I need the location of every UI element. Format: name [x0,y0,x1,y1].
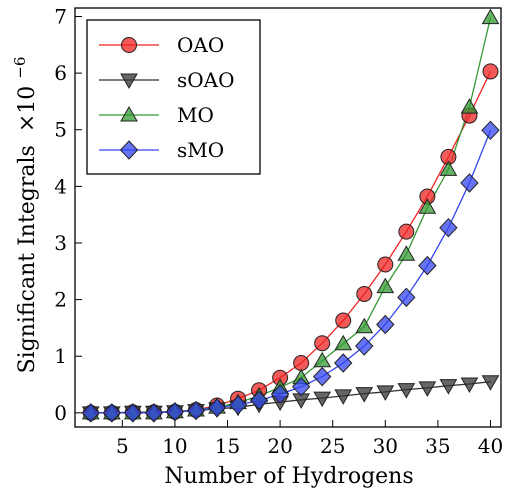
y-tick-label: 6 [54,61,67,85]
y-tick-label: 3 [54,231,67,255]
data-point-smo [460,173,479,193]
data-point-smo [418,255,437,276]
data-point-oao [377,256,394,273]
data-point-smo [165,401,185,422]
data-point-smo [123,403,143,423]
y-tick-label: 4 [54,174,67,198]
data-point-mo [397,245,416,261]
x-tick-label: 40 [478,434,503,458]
y-tick-label: 5 [54,118,67,142]
data-point-smo [312,366,332,387]
data-point-smo [228,395,248,415]
data-point-soao [439,379,458,395]
plot-area: 5 10 15 20 25 30 35 40 0 1 2 3 4 5 6 7 [54,4,503,458]
y-tick-label: 1 [54,344,67,368]
axes-frame [74,7,502,428]
legend-label-oao: OAO [177,33,224,57]
data-point-soao [334,389,353,405]
data-point-mo [313,351,332,368]
y-axis-exponent: −6 [11,57,29,79]
data-point-mo [334,334,353,351]
x-tick-label: 20 [267,434,292,458]
x-axis-label: Number of Hydrogens [164,464,413,489]
legend-frame [86,19,261,175]
legend-marker-soao [120,73,138,90]
data-point-smo [334,353,353,373]
data-point-smo [376,314,395,335]
data-point-oao [482,63,499,80]
x-tick-label: 25 [320,434,345,458]
legend-marker-oao [121,37,137,53]
x-tick-label: 15 [215,434,240,458]
data-point-mo [376,277,395,294]
data-point-oao [314,335,331,352]
data-point-smo [186,400,206,421]
data-point-smo [270,384,290,404]
data-point-mo [460,98,479,114]
x-tick-label: 30 [373,434,398,458]
legend-label-smo: sMO [177,138,224,162]
y-tick-label: 7 [54,4,67,28]
data-point-mo [418,198,437,214]
y-axis-label-text: Significant Integrals [15,145,40,373]
legend-marker-mo [120,105,138,122]
legend-label-mo: MO [177,103,214,127]
data-point-soao [376,385,395,401]
data-point-oao [356,285,373,302]
data-point-smo [481,120,500,141]
data-point-smo [81,403,100,423]
data-point-smo [355,336,374,356]
data-point-mo [481,8,500,25]
y-tick-label: 2 [54,288,67,312]
data-point-soao [418,381,437,397]
data-point-oao [293,355,310,372]
data-point-smo [439,217,458,238]
data-point-oao [398,223,415,240]
x-tick-label: 10 [162,434,187,458]
legend-label-soao: sOAO [177,68,235,92]
data-point-mo [439,160,458,176]
data-point-soao [460,377,479,393]
y-axis-multiplier: ×10 [15,86,40,132]
data-point-soao [397,383,416,399]
y-axis-label: Significant Integrals ×10 −6 [11,57,40,374]
x-tick-label: 35 [425,434,450,458]
data-point-smo [249,390,269,411]
data-point-soao [313,391,332,408]
y-tick-label: 0 [54,401,67,425]
data-point-mo [355,317,374,334]
data-point-soao [481,375,500,391]
data-point-smo [144,403,164,423]
data-point-soao [355,387,374,403]
data-point-smo [397,287,416,308]
data-point-oao [335,312,352,329]
legend-marker-smo [119,140,139,160]
x-tick-label: 5 [116,434,129,458]
legend: OAO sOAO MO sMO [86,19,261,175]
data-point-smo [207,398,227,418]
data-point-smo [102,403,122,423]
data-point-smo [291,377,311,397]
svg-text:Significant Integrals ×1: Significant Integrals ×10 −6 [11,57,40,374]
